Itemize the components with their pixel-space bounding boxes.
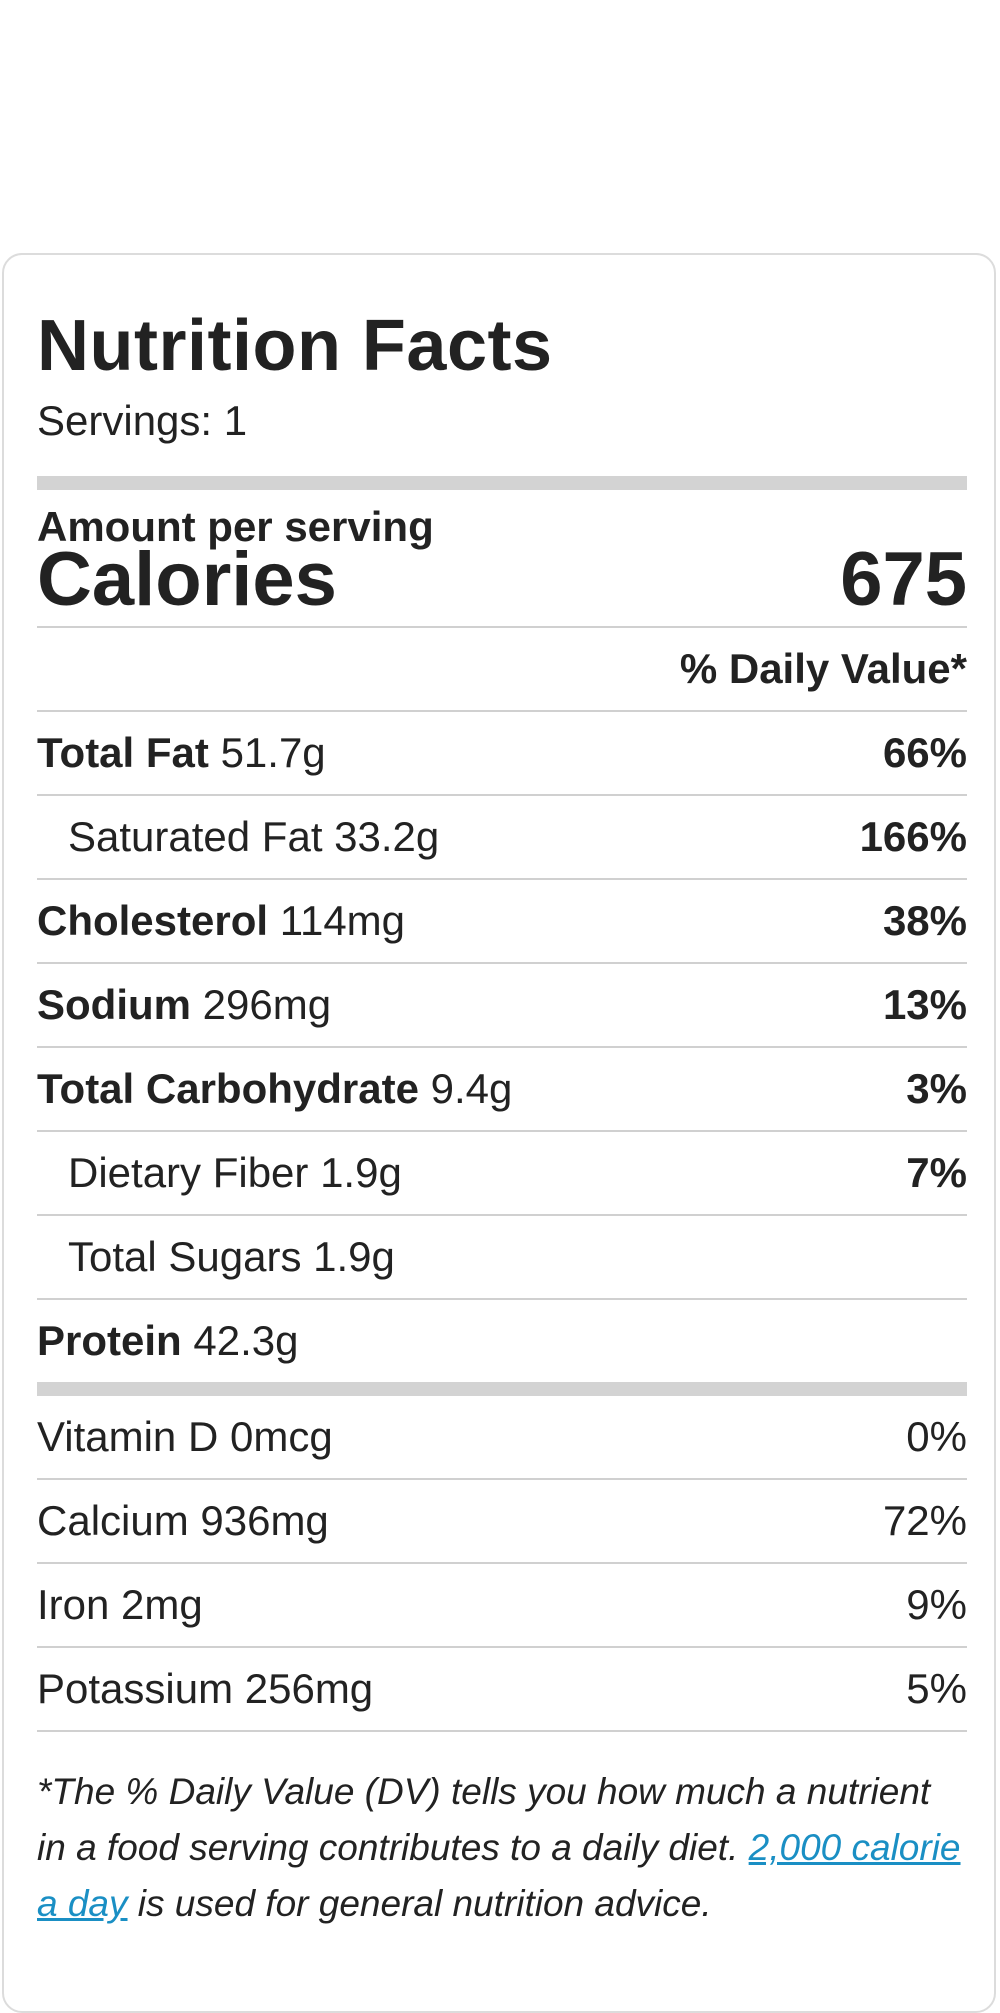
vitamin-name: Calcium [37, 1497, 189, 1544]
thick-divider [37, 1382, 967, 1396]
vitamin-amount: 936mg [200, 1497, 329, 1544]
amount-per-serving-label: Amount per serving [37, 503, 434, 550]
nutrient-percent: 66% [882, 729, 967, 776]
nutrient-amount: 1.9g [320, 1149, 402, 1196]
nutrition-label-content: Nutrition Facts Servings: 1 Amount per s… [37, 310, 967, 1932]
nutrient-amount: 9.4g [430, 1065, 513, 1112]
vitamin-amount: 0mcg [229, 1413, 333, 1460]
nutrient-row-sodium: Sodium 296mg 13% [37, 964, 967, 1048]
vitamin-percent: 5% [906, 1665, 967, 1712]
vitamin-percent: 72% [882, 1497, 967, 1544]
servings-text: Servings: 1 [37, 397, 248, 444]
nutrient-amount: 114mg [279, 897, 406, 944]
daily-value-header-text: % Daily Value* [679, 645, 967, 692]
footnote-text: *The % Daily Value (DV) tells you how mu… [37, 1771, 931, 1868]
vitamin-percent: 9% [906, 1581, 967, 1628]
label-title: Nutrition Facts [37, 306, 553, 386]
calories-label: Calories [37, 537, 337, 622]
thick-divider [37, 476, 967, 490]
nutrient-row-saturated-fat: Saturated Fat 33.2g 166% [37, 796, 967, 880]
calories-row: Calories 675 [37, 542, 967, 628]
nutrient-percent: 7% [906, 1149, 967, 1196]
vitamin-row-vitamin-d: Vitamin D 0mcg 0% [37, 1396, 967, 1480]
nutrient-name: Dietary Fiber [68, 1149, 309, 1196]
nutrient-name: Cholesterol [37, 897, 269, 944]
nutrient-amount: 296mg [202, 981, 332, 1028]
calories-value: 675 [840, 537, 967, 622]
vitamin-amount: 2mg [121, 1581, 203, 1628]
nutrient-row-dietary-fiber: Dietary Fiber 1.9g 7% [37, 1132, 967, 1216]
nutrient-name: Protein [37, 1317, 182, 1364]
nutrient-amount: 51.7g [220, 729, 326, 776]
nutrient-amount: 33.2g [334, 813, 440, 860]
nutrient-row-total-fat: Total Fat 51.7g 66% [37, 712, 967, 796]
nutrient-percent: 3% [906, 1065, 967, 1112]
nutrient-amount: 1.9g [313, 1233, 395, 1280]
daily-value-footnote: *The % Daily Value (DV) tells you how mu… [37, 1764, 967, 1932]
nutrient-name: Saturated Fat [68, 813, 323, 860]
vitamin-name: Iron [37, 1581, 110, 1628]
vitamin-row-iron: Iron 2mg 9% [37, 1564, 967, 1648]
vitamin-amount: 256mg [244, 1665, 374, 1712]
nutrient-name: Sodium [37, 981, 191, 1028]
footnote-text-continued: is used for general nutrition advice. [127, 1883, 712, 1924]
vitamin-name: Vitamin D [37, 1413, 219, 1460]
nutrient-amount: 42.3g [193, 1317, 299, 1364]
nutrient-name: Total Carbohydrate [37, 1065, 419, 1112]
nutrient-row-protein: Protein 42.3g [37, 1300, 967, 1382]
nutrient-percent: 166% [859, 813, 967, 860]
calorie-diet-link[interactable]: 2,000 calorie a day [37, 1827, 961, 1924]
nutrient-name: Total Sugars [68, 1233, 302, 1280]
vitamin-name: Potassium [37, 1665, 234, 1712]
vitamin-row-calcium: Calcium 936mg 72% [37, 1480, 967, 1564]
daily-value-header: % Daily Value* [37, 628, 967, 712]
vitamin-row-potassium: Potassium 256mg 5% [37, 1648, 967, 1732]
nutrient-name: Total Fat [37, 729, 209, 776]
nutrient-percent: 13% [882, 981, 967, 1028]
nutrient-percent: 38% [882, 897, 967, 944]
nutrient-row-total-carbohydrate: Total Carbohydrate 9.4g 3% [37, 1048, 967, 1132]
nutrient-row-total-sugars: Total Sugars 1.9g [37, 1216, 967, 1300]
nutrient-row-cholesterol: Cholesterol 114mg 38% [37, 880, 967, 964]
vitamin-percent: 0% [906, 1413, 967, 1460]
nutrition-label-card: Nutrition Facts Servings: 1 Amount per s… [2, 253, 996, 2013]
